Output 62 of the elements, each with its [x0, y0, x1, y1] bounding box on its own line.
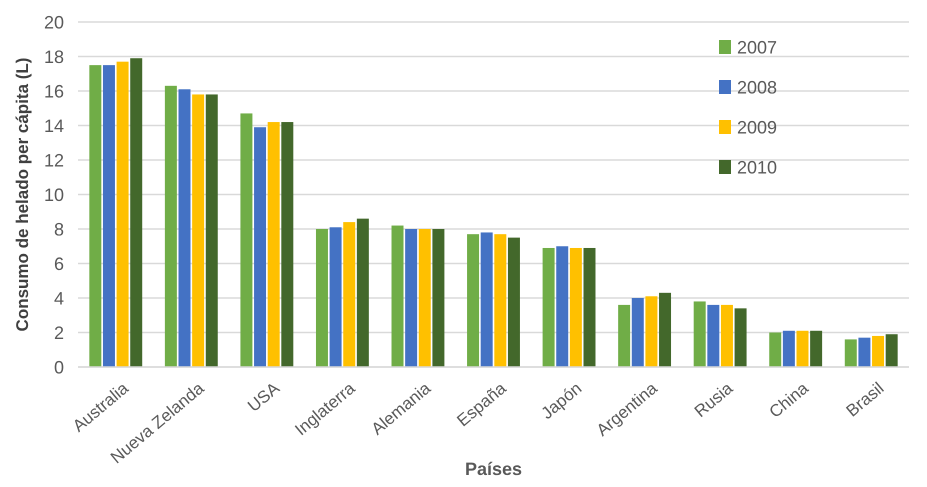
bar	[707, 304, 720, 367]
x-axis-title: Países	[464, 459, 522, 479]
bar	[659, 292, 672, 367]
bar	[618, 304, 630, 367]
bar	[240, 113, 252, 367]
y-tick-label: 12	[44, 150, 64, 170]
y-axis-title: Consumo de helado per cápita (L)	[13, 58, 32, 332]
y-tick-label: 20	[44, 12, 64, 32]
bar	[130, 58, 142, 367]
bar	[508, 238, 520, 367]
bar	[316, 229, 328, 367]
bar	[810, 330, 822, 367]
bar	[494, 234, 506, 367]
y-tick-label: 14	[44, 116, 64, 136]
bar	[432, 229, 444, 367]
legend-label: 2008	[737, 77, 778, 98]
bar	[356, 218, 369, 367]
bar	[281, 122, 294, 367]
y-tick-label: 8	[54, 219, 64, 240]
y-tick-label: 0	[54, 357, 64, 378]
bar	[206, 94, 218, 367]
bar	[694, 301, 706, 367]
y-tick-label: 10	[44, 184, 64, 205]
bar	[418, 229, 431, 367]
bar	[116, 62, 129, 367]
bar	[769, 332, 782, 367]
bar	[858, 338, 870, 367]
bar	[268, 122, 280, 367]
bar	[872, 336, 884, 367]
bar	[734, 308, 747, 367]
bar	[796, 330, 808, 367]
bar	[343, 222, 356, 367]
bar	[164, 86, 177, 367]
y-tick-label: 4	[54, 288, 64, 308]
bar	[330, 227, 342, 367]
bar	[192, 94, 204, 367]
bar	[467, 234, 480, 367]
bar	[542, 248, 555, 367]
bar	[405, 229, 418, 367]
bar	[89, 65, 102, 367]
bar	[102, 65, 115, 367]
y-tick-label: 2	[54, 322, 64, 343]
bar	[583, 248, 596, 367]
bar	[886, 334, 898, 367]
bar	[782, 330, 795, 367]
y-tick-label: 18	[44, 46, 64, 67]
legend-label: 2010	[737, 157, 778, 178]
x-tick-label: USA	[244, 378, 284, 416]
bar	[556, 246, 568, 367]
bar	[720, 304, 733, 367]
legend-label: 2007	[737, 37, 778, 58]
bar	[254, 127, 266, 367]
bar	[178, 89, 190, 367]
bar	[570, 248, 582, 367]
bar	[844, 339, 857, 367]
bar	[480, 232, 493, 367]
bar	[632, 298, 644, 367]
bar	[645, 296, 658, 367]
legend-label: 2009	[737, 117, 778, 138]
bar	[392, 226, 404, 367]
y-tick-label: 6	[54, 254, 64, 274]
y-tick-label: 16	[44, 81, 64, 102]
